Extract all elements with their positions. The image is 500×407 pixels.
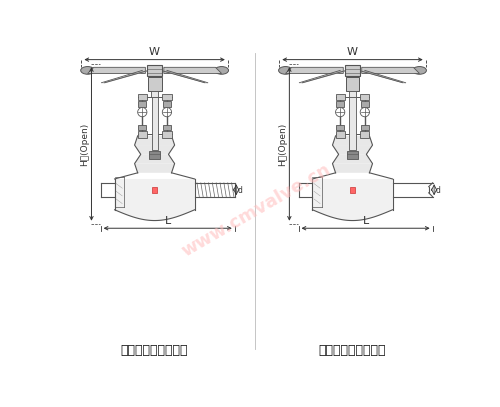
Polygon shape bbox=[362, 67, 420, 74]
Text: d: d bbox=[436, 186, 440, 195]
Text: 螺栓连接阀盖外形图: 螺栓连接阀盖外形图 bbox=[121, 344, 188, 357]
Circle shape bbox=[138, 107, 147, 117]
Bar bbox=[148, 77, 162, 91]
Polygon shape bbox=[332, 136, 372, 145]
Bar bbox=[151, 91, 158, 97]
Polygon shape bbox=[312, 179, 392, 221]
Bar bbox=[147, 65, 162, 76]
Bar bbox=[336, 101, 344, 107]
Ellipse shape bbox=[412, 67, 426, 74]
Bar bbox=[152, 187, 157, 193]
Bar bbox=[138, 94, 147, 101]
Bar bbox=[348, 91, 356, 97]
Bar bbox=[152, 97, 158, 150]
Polygon shape bbox=[164, 67, 222, 74]
Ellipse shape bbox=[214, 67, 228, 74]
Text: d: d bbox=[238, 186, 242, 195]
Text: 焊接连接阀盖外形图: 焊接连接阀盖外形图 bbox=[319, 344, 386, 357]
Bar bbox=[138, 101, 146, 107]
Bar bbox=[336, 94, 345, 101]
Bar bbox=[138, 125, 146, 131]
Bar bbox=[149, 151, 160, 159]
Bar bbox=[361, 125, 368, 131]
Text: www.cmvalve.cn: www.cmvalve.cn bbox=[178, 160, 334, 260]
Text: L: L bbox=[362, 216, 368, 226]
Bar bbox=[138, 131, 147, 138]
Bar bbox=[347, 151, 358, 159]
Polygon shape bbox=[134, 154, 174, 164]
Bar bbox=[361, 101, 368, 107]
Bar bbox=[336, 131, 345, 138]
Bar bbox=[336, 125, 344, 131]
Bar bbox=[162, 94, 172, 101]
Bar bbox=[350, 187, 355, 193]
Text: W: W bbox=[149, 47, 160, 57]
Polygon shape bbox=[332, 154, 372, 164]
Polygon shape bbox=[114, 179, 194, 221]
Bar bbox=[350, 97, 356, 150]
Bar bbox=[162, 131, 172, 138]
Bar bbox=[346, 77, 360, 91]
Bar bbox=[163, 101, 171, 107]
Text: H开(Open): H开(Open) bbox=[278, 123, 287, 166]
Bar bbox=[360, 131, 370, 138]
Polygon shape bbox=[332, 145, 372, 154]
Circle shape bbox=[336, 107, 345, 117]
Ellipse shape bbox=[80, 67, 94, 74]
Polygon shape bbox=[134, 136, 174, 145]
Polygon shape bbox=[332, 164, 372, 173]
Bar bbox=[360, 94, 370, 101]
Polygon shape bbox=[286, 67, 344, 74]
Circle shape bbox=[162, 107, 172, 117]
Text: W: W bbox=[347, 47, 358, 57]
Polygon shape bbox=[134, 145, 174, 154]
Text: H开(Open): H开(Open) bbox=[80, 123, 89, 166]
Circle shape bbox=[360, 107, 370, 117]
Polygon shape bbox=[134, 164, 174, 173]
Bar bbox=[163, 125, 171, 131]
Bar bbox=[345, 65, 360, 76]
Text: L: L bbox=[164, 216, 171, 226]
Ellipse shape bbox=[278, 67, 292, 74]
Polygon shape bbox=[88, 67, 146, 74]
